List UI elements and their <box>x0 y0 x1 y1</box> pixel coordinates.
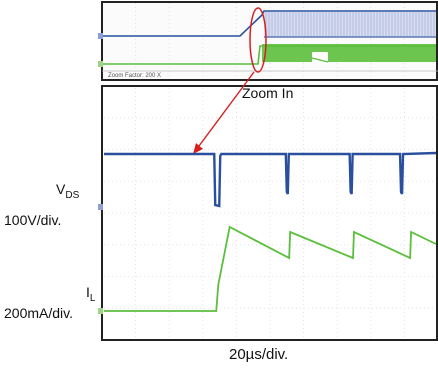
zoom-ellipse <box>249 7 267 73</box>
zoom-factor-text: Zoom Factor: 200 X <box>108 73 162 79</box>
il-channel-label: IL <box>86 284 95 304</box>
zoom-arrow-line <box>195 71 255 151</box>
detail-vds-marker <box>98 204 103 210</box>
zoom-arrowhead <box>193 143 203 154</box>
detail-il-marker <box>98 308 103 314</box>
overview-vds-marker <box>98 33 103 39</box>
vds-subscript: DS <box>65 190 80 201</box>
detail-il-trace <box>104 225 437 312</box>
vds-channel-label: VDS <box>56 181 79 201</box>
overview-vds-trace <box>102 10 436 37</box>
overview-il-switching-band <box>262 44 436 62</box>
overview-il-marker <box>98 61 103 67</box>
zoom-in-label: Zoom In <box>242 85 294 101</box>
il-symbol: I <box>86 284 90 300</box>
il-subscript: L <box>89 293 96 304</box>
vds-scale-label: 100V/div. <box>4 212 62 228</box>
time-scale-label: 20µs/div. <box>229 346 289 363</box>
vds-symbol: V <box>56 181 66 197</box>
il-scale-label: 200mA/div. <box>4 305 73 321</box>
detail-vds-trace <box>104 151 437 208</box>
overview-il-gap-trace <box>311 57 329 63</box>
